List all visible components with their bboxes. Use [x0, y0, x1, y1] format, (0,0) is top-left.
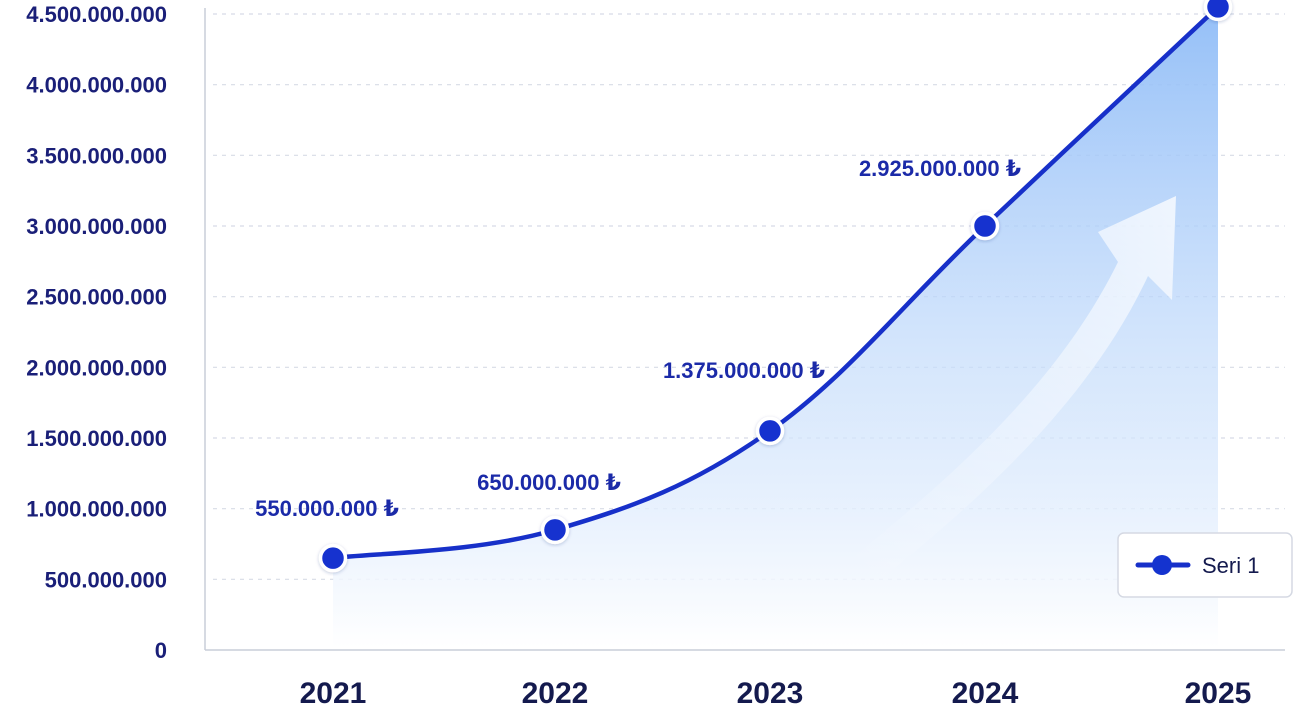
- series-area: [333, 6, 1218, 648]
- data-labels: 550.000.000 ₺ 650.000.000 ₺ 1.375.000.000 …: [255, 156, 1021, 521]
- y-tick-label: 500.000.000: [45, 567, 167, 592]
- data-point[interactable]: [540, 515, 570, 545]
- series-line-group: [330, 4, 1221, 561]
- area-fill: [333, 6, 1218, 648]
- legend-box: [1117, 532, 1293, 598]
- trend-arrow-group: [850, 196, 1176, 580]
- x-tick-label: 2022: [522, 677, 589, 710]
- legend-entry-label[interactable]: Seri 1: [1202, 553, 1259, 578]
- legend-marker-swatch: [1152, 555, 1172, 575]
- x-tick-label: 2024: [952, 677, 1019, 710]
- data-label: 2.925.000.000 ₺: [859, 156, 1021, 181]
- data-label: 1.375.000.000 ₺: [663, 358, 825, 383]
- data-point[interactable]: [970, 211, 1000, 241]
- data-point[interactable]: [318, 543, 348, 573]
- trend-arrow-icon: [850, 196, 1176, 580]
- data-points: [318, 0, 1233, 573]
- x-tick-label: 2025: [1185, 677, 1252, 710]
- y-tick-label: 3.000.000.000: [26, 214, 167, 239]
- data-point[interactable]: [1203, 0, 1233, 22]
- legend[interactable]: Seri 1: [1117, 532, 1293, 598]
- y-tick-label: 2.000.000.000: [26, 355, 167, 380]
- y-tick-label: 1.000.000.000: [26, 497, 167, 522]
- y-axis-ticks: 0 500.000.000 1.000.000.000 1.500.000.000 2.…: [26, 2, 167, 663]
- x-axis-ticks: 2021 2022 2023 2024 2025: [300, 677, 1252, 710]
- y-tick-label: 4.000.000.000: [26, 73, 167, 98]
- data-label: 550.000.000 ₺: [255, 496, 399, 521]
- y-tick-label: 2.500.000.000: [26, 285, 167, 310]
- y-tick-label: 0: [155, 638, 167, 663]
- x-tick-label: 2023: [737, 677, 804, 710]
- x-tick-label: 2021: [300, 677, 367, 710]
- y-tick-label: 4.500.000.000: [26, 2, 167, 27]
- y-tick-label: 3.500.000.000: [26, 143, 167, 168]
- series-line: [330, 4, 1221, 561]
- data-point[interactable]: [755, 416, 785, 446]
- axes: [204, 8, 1285, 651]
- y-tick-label: 1.500.000.000: [26, 426, 167, 451]
- data-label: 650.000.000 ₺: [477, 470, 621, 495]
